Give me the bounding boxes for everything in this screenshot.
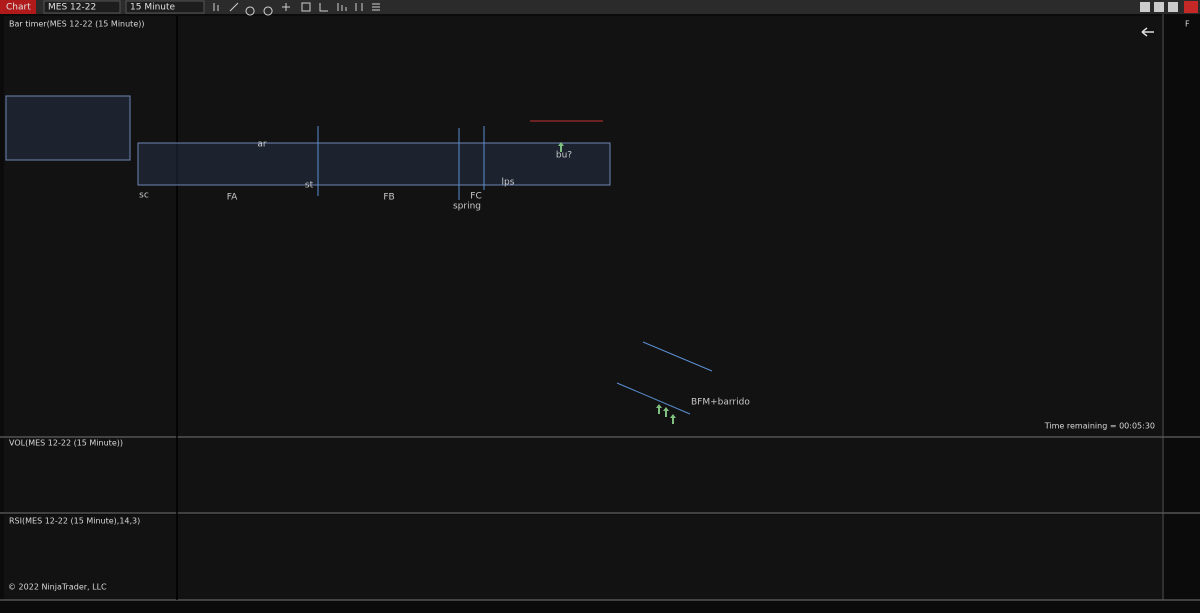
chart-tab-label[interactable]: Chart — [6, 3, 31, 13]
close-button[interactable] — [1184, 1, 1198, 13]
channel-line — [642, 341, 713, 372]
annotation: FA — [227, 193, 238, 203]
annotation: FB — [383, 193, 394, 203]
maximize-button[interactable] — [1154, 2, 1164, 12]
annotation: FC — [470, 192, 481, 202]
arrows — [558, 142, 676, 424]
annotation: sc — [139, 191, 149, 201]
instrument-select[interactable] — [43, 0, 121, 14]
volume-panel — [4, 438, 1162, 512]
chart-tab[interactable] — [0, 0, 36, 14]
panel-title: VOL(MES 12-22 (15 Minute)) — [9, 439, 123, 448]
annotation: ar — [257, 140, 267, 150]
copyright: © 2022 NinjaTrader, LLC — [8, 583, 107, 592]
back-arrow[interactable] — [1141, 27, 1154, 37]
rsi-panel — [4, 515, 1162, 600]
range-box — [5, 95, 131, 161]
annotation: st — [305, 181, 314, 191]
annotation: bu? — [556, 151, 572, 161]
channel-line — [616, 382, 691, 415]
price-panel — [4, 16, 1162, 437]
range-box — [137, 142, 611, 186]
restore-button[interactable] — [1168, 2, 1178, 12]
toolbar-icons[interactable] — [213, 2, 380, 16]
corner-flag[interactable]: F — [1185, 20, 1190, 29]
annotation: spring — [453, 202, 481, 212]
annotation: lps — [502, 178, 515, 188]
panel-title: Bar timer(MES 12-22 (15 Minute)) — [9, 20, 144, 29]
minimize-button[interactable] — [1140, 2, 1150, 12]
interval-label[interactable]: 15 Minute — [130, 3, 176, 13]
time-remaining: Time remaining = 00:05:30 — [1044, 422, 1155, 431]
instrument-label[interactable]: MES 12-22 — [48, 3, 96, 13]
interval-select[interactable] — [125, 0, 205, 14]
panel-title: RSI(MES 12-22 (15 Minute),14,3) — [9, 517, 140, 526]
toolbar-bg — [0, 0, 1200, 14]
annotation: BFM+barrido — [691, 398, 750, 408]
toolbar: Chart MES 12-22 15 Minute — [0, 0, 1200, 16]
